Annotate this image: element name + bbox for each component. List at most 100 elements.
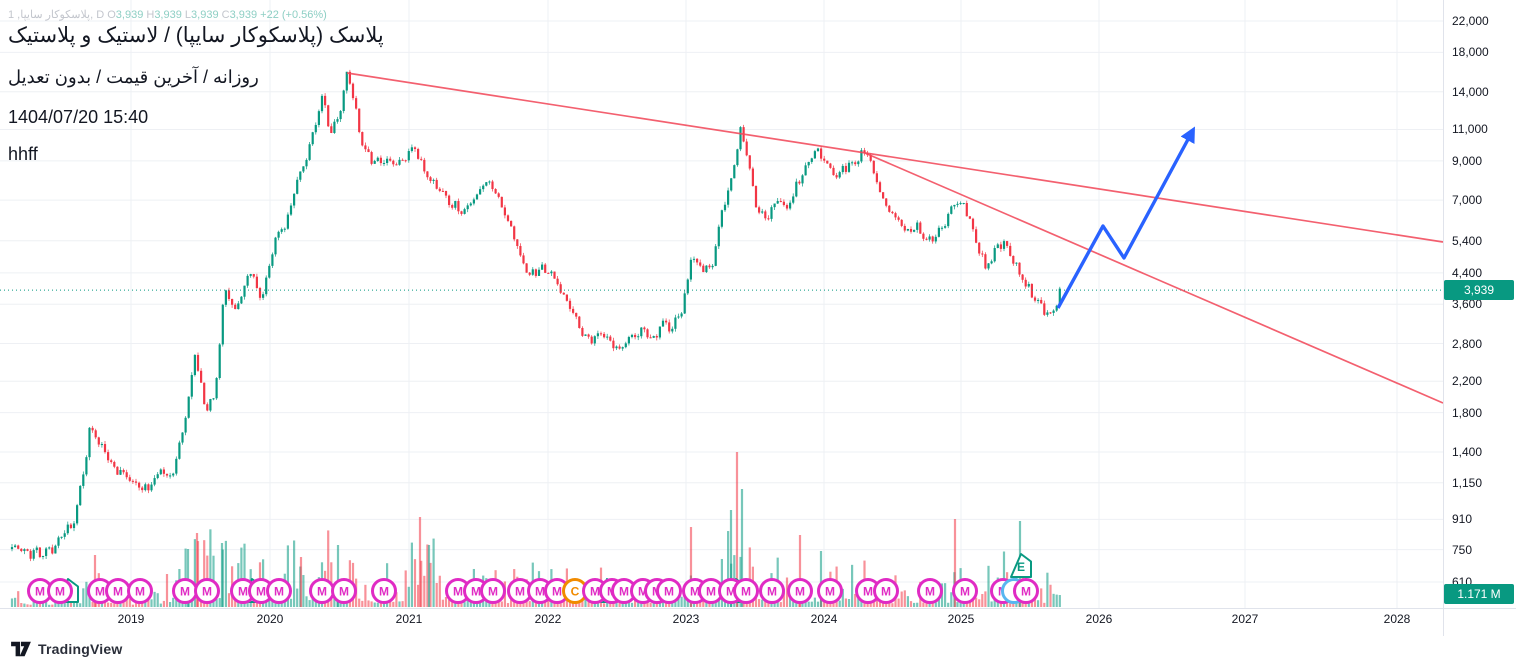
svg-text:M: M — [55, 585, 65, 599]
event-marker-m[interactable]: M — [759, 578, 785, 604]
ohlc-values: O3,939 H3,939 L3,939 C3,939 — [107, 9, 257, 21]
svg-text:M: M — [379, 585, 389, 599]
svg-text:M: M — [726, 585, 736, 599]
svg-text:M: M — [706, 585, 716, 599]
event-marker-m[interactable]: M — [507, 578, 533, 604]
event-marker-m[interactable]: M — [817, 578, 843, 604]
event-marker-m[interactable]: M — [952, 578, 978, 604]
event-marker-m[interactable]: M — [47, 578, 73, 604]
chart-subtitle: روزانه / آخرین قیمت / بدون تعدیل — [8, 67, 259, 87]
year-tick-label: 2022 — [534, 612, 562, 626]
event-marker-m[interactable]: M — [656, 578, 682, 604]
trendline-drawing[interactable] — [346, 72, 1444, 243]
forecast-arrow-drawing[interactable] — [1056, 126, 1195, 309]
price-tick-label: 22,000 — [1452, 14, 1489, 28]
price-tick-label: 9,000 — [1452, 153, 1483, 168]
event-marker-m[interactable]: M — [105, 578, 131, 604]
price-tick-label: 7,000 — [1452, 193, 1483, 208]
ohlc-value: 3,939 — [191, 9, 219, 21]
event-marker-m[interactable]: M — [172, 578, 198, 604]
svg-text:M: M — [339, 585, 349, 599]
svg-text:M: M — [1021, 585, 1031, 599]
year-tick-label: 2023 — [672, 612, 700, 626]
svg-text:M: M — [113, 585, 123, 599]
price-tick-label: 1,150 — [1452, 475, 1483, 490]
svg-text:M: M — [274, 585, 284, 599]
year-tick-label: 2024 — [810, 612, 838, 626]
event-marker-m[interactable]: M — [266, 578, 292, 604]
event-marker-m[interactable]: M — [371, 578, 397, 604]
note-text: hhff — [8, 144, 38, 164]
earnings-shield-icon[interactable]: E — [1010, 553, 1032, 578]
candles-layer — [10, 69, 1061, 562]
event-marker-m[interactable]: M — [873, 578, 899, 604]
time-axis-border — [0, 608, 1516, 609]
price-tick-label: 5,400 — [1452, 233, 1483, 248]
svg-text:M: M — [535, 585, 545, 599]
tradingview-logo-icon — [11, 641, 31, 657]
svg-text:M: M — [960, 585, 970, 599]
event-marker-m[interactable]: M — [480, 578, 506, 604]
last-volume-badge: 1.171 M — [1444, 584, 1514, 604]
price-tick-label: 3,600 — [1452, 297, 1483, 312]
svg-text:M: M — [180, 585, 190, 599]
event-marker-m[interactable]: M — [855, 578, 881, 604]
ohlc-letter: C — [218, 9, 230, 21]
trendline-drawing[interactable] — [864, 152, 1444, 404]
price-tick-label: 14,000 — [1452, 84, 1489, 99]
event-marker-m[interactable]: M — [127, 578, 153, 604]
svg-text:M: M — [825, 585, 835, 599]
price-tick-label: 750 — [1452, 542, 1473, 557]
year-tick-label: 2027 — [1231, 612, 1259, 626]
year-tick-label: 2025 — [947, 612, 975, 626]
change-label: +22 (+0.56%) — [260, 9, 327, 21]
svg-text:M: M — [863, 585, 873, 599]
svg-text:M: M — [135, 585, 145, 599]
year-tick-label: 2020 — [256, 612, 284, 626]
svg-text:M: M — [515, 585, 525, 599]
price-axis-border — [1443, 0, 1444, 636]
event-marker-m[interactable]: M — [194, 578, 220, 604]
ohlc-letter: L — [181, 9, 192, 21]
svg-text:M: M — [664, 585, 674, 599]
price-tick-label: 1,800 — [1452, 405, 1483, 420]
svg-text:M: M — [238, 585, 248, 599]
datetime-label: 1404/07/20 15:40 — [8, 107, 149, 127]
last-price-badge: 3,939 — [1444, 280, 1514, 301]
year-tick-label: 2026 — [1085, 612, 1113, 626]
year-tick-label: 2028 — [1383, 612, 1411, 626]
price-tick-label: 910 — [1452, 512, 1473, 527]
event-marker-m[interactable]: M — [331, 578, 357, 604]
svg-text:M: M — [881, 585, 891, 599]
svg-text:M: M — [35, 585, 45, 599]
event-marker-m[interactable]: M — [309, 578, 335, 604]
tradingview-logo[interactable]: TradingView — [10, 640, 122, 658]
svg-text:M: M — [795, 585, 805, 599]
symbol-title: پلاسک (پلاسکوکار سایپا) / لاستیک و پلاست… — [8, 24, 384, 47]
svg-text:M: M — [453, 585, 463, 599]
event-marker-m[interactable]: M — [787, 578, 813, 604]
svg-text:M: M — [317, 585, 327, 599]
event-marker-m[interactable]: M — [1013, 578, 1039, 604]
svg-text:M: M — [95, 585, 105, 599]
price-tick-label: 2,800 — [1452, 336, 1483, 351]
event-marker-m[interactable]: M — [917, 578, 943, 604]
ohlc-value: 3,939 — [229, 9, 258, 21]
price-tick-label: 4,400 — [1452, 265, 1483, 280]
svg-text:M: M — [741, 585, 751, 599]
svg-text:M: M — [925, 585, 935, 599]
price-tick-label: 2,200 — [1452, 374, 1483, 389]
event-marker-m[interactable]: M — [733, 578, 759, 604]
symbol-interval-label[interactable]: پلاسکوکار سایپا, 1, D — [8, 9, 105, 21]
svg-text:M: M — [767, 585, 777, 599]
svg-text:M: M — [256, 585, 266, 599]
price-tick-label: 18,000 — [1452, 45, 1489, 60]
year-tick-label: 2019 — [117, 612, 145, 626]
svg-text:M: M — [690, 585, 700, 599]
svg-text:E: E — [1017, 560, 1025, 574]
svg-text:M: M — [488, 585, 498, 599]
ohlc-status-row[interactable]: پلاسکوکار سایپا, 1, D O3,939 H3,939 L3,9… — [8, 8, 327, 21]
year-tick-label: 2021 — [395, 612, 423, 626]
